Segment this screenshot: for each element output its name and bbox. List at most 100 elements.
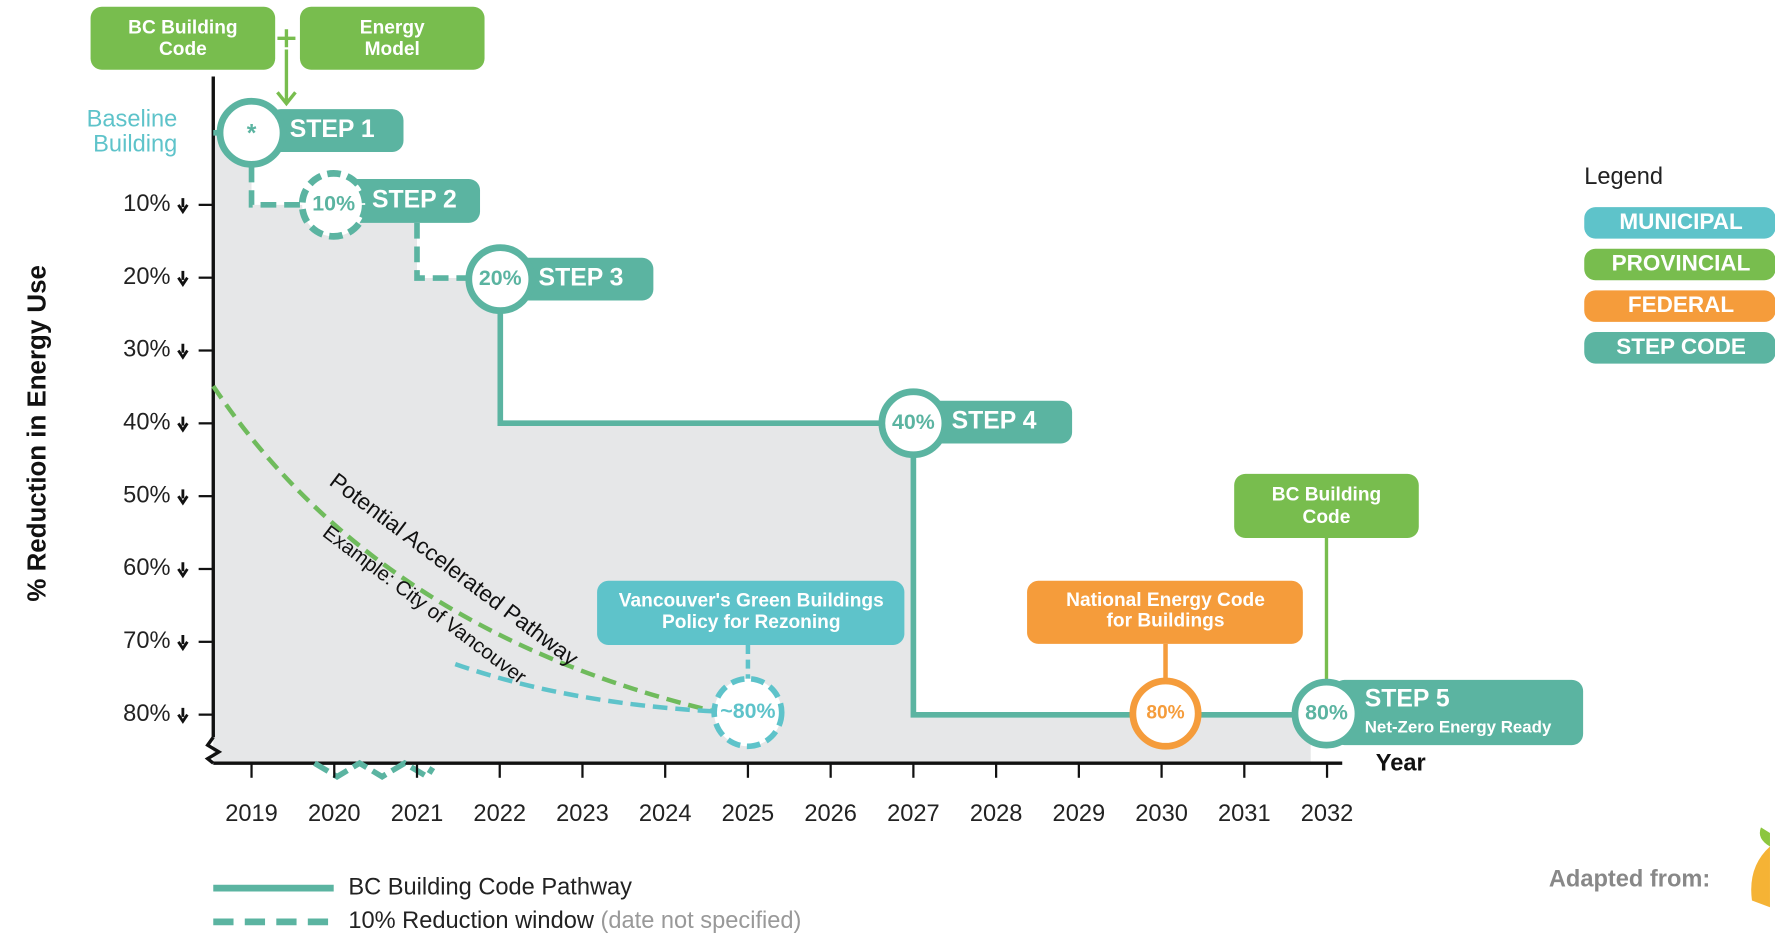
x-tick-label: 2020 xyxy=(308,801,361,827)
model-box xyxy=(299,6,485,70)
step-box xyxy=(509,257,654,301)
step-label: STEP 4 xyxy=(952,408,1037,435)
box-text: Policy for Rezoning xyxy=(662,612,841,633)
logo xyxy=(1751,846,1770,908)
legend-title: Legend xyxy=(1584,164,1663,190)
legend-label: MUNICIPAL xyxy=(1619,209,1743,234)
key-label: 10% Reduction window (date not specified… xyxy=(348,908,801,934)
x-tick-label: 2028 xyxy=(970,801,1023,827)
box-text: Energy xyxy=(360,18,425,39)
provincial-box xyxy=(1234,473,1419,539)
pathway-area xyxy=(213,132,1311,764)
pathway-line xyxy=(497,312,880,427)
baseline-text: Baseline xyxy=(87,107,178,133)
box-text: National Energy Code xyxy=(1066,590,1265,611)
step-label: STEP 3 xyxy=(539,265,624,292)
step-box xyxy=(1333,679,1584,746)
tick-arrow xyxy=(177,270,189,287)
step-box xyxy=(269,109,404,152)
step-marker xyxy=(1291,678,1362,749)
tick-arrow xyxy=(177,489,189,506)
step-label: STEP 2 xyxy=(372,186,457,213)
step-marker xyxy=(878,388,949,459)
marker-text: 80% xyxy=(1305,700,1348,724)
marker-text: 40% xyxy=(892,410,935,434)
reduction-window xyxy=(414,222,467,281)
step-marker xyxy=(216,97,287,168)
legend-item xyxy=(1584,332,1775,364)
legend-label: PROVINCIAL xyxy=(1612,250,1751,275)
step-sublabel: Net-Zero Energy Ready xyxy=(1365,718,1552,737)
x-tick-label: 2021 xyxy=(391,801,444,827)
x-tick-label: 2023 xyxy=(556,801,609,827)
tick-arrow xyxy=(177,416,189,433)
code-box xyxy=(90,6,276,70)
x-tick-label: 2026 xyxy=(804,801,857,827)
y-tick-label: 20% xyxy=(123,264,170,290)
x-tick-label: 2029 xyxy=(1053,801,1106,827)
municipal-box xyxy=(597,580,905,645)
x-tick-label: 2019 xyxy=(225,801,278,827)
marker-text: 80% xyxy=(1146,703,1184,724)
marker-text: ~80% xyxy=(720,699,775,723)
marker-text: 10% xyxy=(312,191,355,215)
y-tick-label: 80% xyxy=(123,701,170,727)
marker-text: * xyxy=(247,121,257,148)
legend-label: STEP CODE xyxy=(1616,334,1746,359)
tick-arrow xyxy=(177,635,189,652)
plus-sign xyxy=(277,29,296,48)
tick-arrow xyxy=(177,562,189,579)
axis-break xyxy=(204,736,223,765)
box-text: Model xyxy=(365,39,420,60)
y-tick-label: 10% xyxy=(123,191,170,217)
legend-label: FEDERAL xyxy=(1628,292,1735,317)
x-tick-label: 2022 xyxy=(473,801,526,827)
step-label: STEP 1 xyxy=(290,116,375,143)
tick-arrow xyxy=(177,343,189,360)
step-box xyxy=(342,178,481,223)
x-tick-label: 2030 xyxy=(1135,801,1188,827)
down-arrow xyxy=(276,49,297,107)
tick-arrow xyxy=(177,707,189,724)
y-tick-label: 30% xyxy=(123,337,170,363)
box-text: Code xyxy=(159,39,207,60)
key-label: BC Building Code Pathway xyxy=(348,874,632,900)
legend-item xyxy=(1584,290,1775,322)
y-axis-title: % Reduction in Energy Use xyxy=(24,265,52,601)
legend-item xyxy=(1584,248,1775,281)
x-tick-label: 2031 xyxy=(1218,801,1271,827)
tick-arrow xyxy=(177,198,189,215)
step-marker xyxy=(465,244,536,315)
step-marker xyxy=(298,169,369,240)
box-text: Vancouver's Green Buildings xyxy=(619,591,884,612)
y-tick-label: 70% xyxy=(123,628,170,654)
x-tick-label: 2032 xyxy=(1301,801,1354,827)
federal-box xyxy=(1027,580,1303,644)
box-text: BC Building xyxy=(128,18,237,39)
axis-break xyxy=(313,759,436,781)
step-label: STEP 5 xyxy=(1365,686,1450,713)
y-tick-label: 50% xyxy=(123,482,170,508)
credit: Adapted from: xyxy=(1549,866,1710,892)
step-box xyxy=(922,400,1073,444)
marker-text: 20% xyxy=(479,266,522,290)
federal-marker xyxy=(1129,677,1202,750)
box-text: Code xyxy=(1303,507,1351,528)
y-tick-label: 60% xyxy=(123,555,170,581)
x-tick-label: 2025 xyxy=(722,801,775,827)
reduction-window xyxy=(248,166,304,208)
key-note: (date not specified) xyxy=(600,908,801,934)
logo xyxy=(1759,827,1770,847)
y-tick-label: 40% xyxy=(123,410,170,436)
x-tick-label: 2024 xyxy=(639,801,692,827)
baseline-text: Building xyxy=(93,131,177,157)
x-axis-title: Year xyxy=(1376,751,1426,777)
accelerated-pathway xyxy=(454,661,715,714)
municipal-marker xyxy=(711,675,785,750)
legend-item xyxy=(1584,207,1775,239)
box-text: BC Building xyxy=(1272,484,1381,505)
box-text: for Buildings xyxy=(1107,610,1225,631)
x-tick-label: 2027 xyxy=(887,801,940,827)
